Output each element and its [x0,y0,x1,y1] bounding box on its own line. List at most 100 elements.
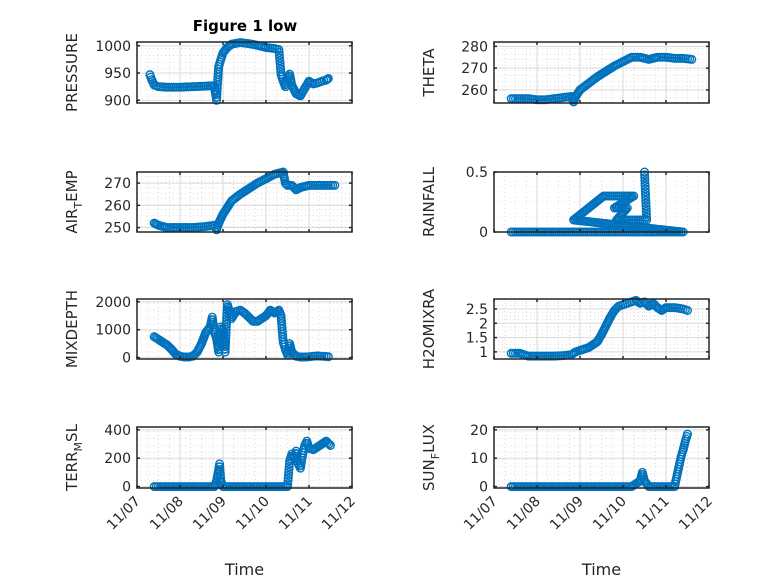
y-tick-label: 260 [461,83,488,99]
data-point [275,56,285,66]
data-point [274,50,284,60]
data-point [212,92,222,102]
y-axis-label: SUNFLUX [420,424,442,491]
data-point [215,467,225,477]
x-tick-label: 11/08 [504,494,544,534]
data-point [221,330,231,340]
y-tick-label: 270 [104,176,131,192]
x-tick-label: 11/11 [633,494,673,534]
y-tick-label: 10 [470,451,488,467]
subplot-6: 11.522.5 H2OMIXRA [420,288,710,369]
data-point [274,47,284,57]
x-tick-label: 11/12 [676,494,716,534]
data-point [324,439,334,449]
data-point [221,319,231,329]
x-axis-label: Time [224,560,264,579]
data-point [221,333,231,343]
data-point [275,59,285,69]
x-tick-label: 11/10 [233,494,273,534]
data-point [215,459,225,469]
data-point [322,74,332,84]
data-point [275,61,285,71]
y-tick-label: 250 [104,221,131,237]
y-axis-label: THETA [420,48,438,98]
data-point [275,53,285,63]
data-point [323,352,333,362]
data-point [641,192,651,202]
y-tick-label: 1000 [95,39,131,55]
data-point [641,207,651,217]
x-tick-label: 11/12 [319,494,359,534]
data-point [212,83,222,93]
data-point [221,325,231,335]
y-tick-label: 2 [479,316,488,332]
data-point [640,175,650,185]
data-point [284,467,294,477]
y-axis-label: MIXDEPTH [63,290,81,368]
data-point [212,95,222,105]
x-tick-label: 11/09 [190,494,230,534]
y-tick-label: 0 [479,480,488,496]
data-point [284,465,294,475]
data-point [222,316,232,326]
data-point [283,476,293,486]
data-point [220,344,230,354]
plot-area [137,427,352,488]
x-tick-label: 11/09 [547,494,587,534]
data-point [220,341,230,351]
data-point [640,170,650,180]
data-point [283,473,293,483]
y-axis-label: RAINFALL [420,166,438,237]
y-axis-label: PRESSURE [63,33,81,112]
figure-title: Figure 1 low [193,17,298,35]
subplot-2: 260 270 280 THETA [420,39,710,107]
subplot-5: 0 1000 2000 MIXDEPTH [63,290,353,368]
y-tick-label: 2000 [95,295,131,311]
y-tick-label: 900 [104,93,131,109]
data-point [642,215,652,225]
data-point [330,180,340,190]
plot-area [137,42,352,103]
data-point [221,339,231,349]
subplot-8: 11/07 11/08 11/09 11/10 11/11 11/12 0 10 20 SUNFL… [420,423,716,579]
subplot-4: 0 0.5 RAINFALL [420,165,710,241]
data-point [641,201,651,211]
data-point [640,187,650,197]
x-tick-label: 11/11 [276,494,316,534]
data-point [323,438,333,448]
data-point [641,190,651,200]
data-point [215,465,225,475]
subplot-7: 11/07 11/08 11/09 11/10 11/11 11/12 0 200 400 TER… [63,423,359,579]
data-point [640,173,650,183]
y-tick-label: 270 [461,61,488,77]
y-tick-label: 0 [122,480,131,496]
data-point [641,204,651,214]
data-point [326,440,336,450]
y-tick-label: 0.5 [466,165,488,181]
data-point [321,75,331,85]
axes-box [493,171,710,233]
data-point [655,304,665,314]
subplot-3: 250 260 270 AIRTEMP [63,167,353,237]
data-point [283,470,293,480]
y-axis-label: H2OMIXRA [420,288,438,369]
y-axis-label: AIRTEMP [63,170,85,233]
data-point [323,73,333,83]
data-point [215,462,225,472]
data-point [221,322,231,332]
x-axis-label: Time [581,560,621,579]
data-point [220,347,230,357]
y-axis-label: TERRMSL [63,423,85,492]
subplot-1: 900 950 1000 PRESSURE [63,33,353,112]
data-point [640,178,650,188]
data-point [274,45,284,55]
data-point [683,429,693,439]
data-point [642,212,652,222]
y-tick-label: 2.5 [466,302,488,318]
y-tick-label: 1 [479,345,488,361]
x-tick-label: 11/10 [590,494,630,534]
y-tick-label: 260 [104,198,131,214]
axes-box [493,298,710,360]
y-tick-label: 280 [461,39,488,55]
